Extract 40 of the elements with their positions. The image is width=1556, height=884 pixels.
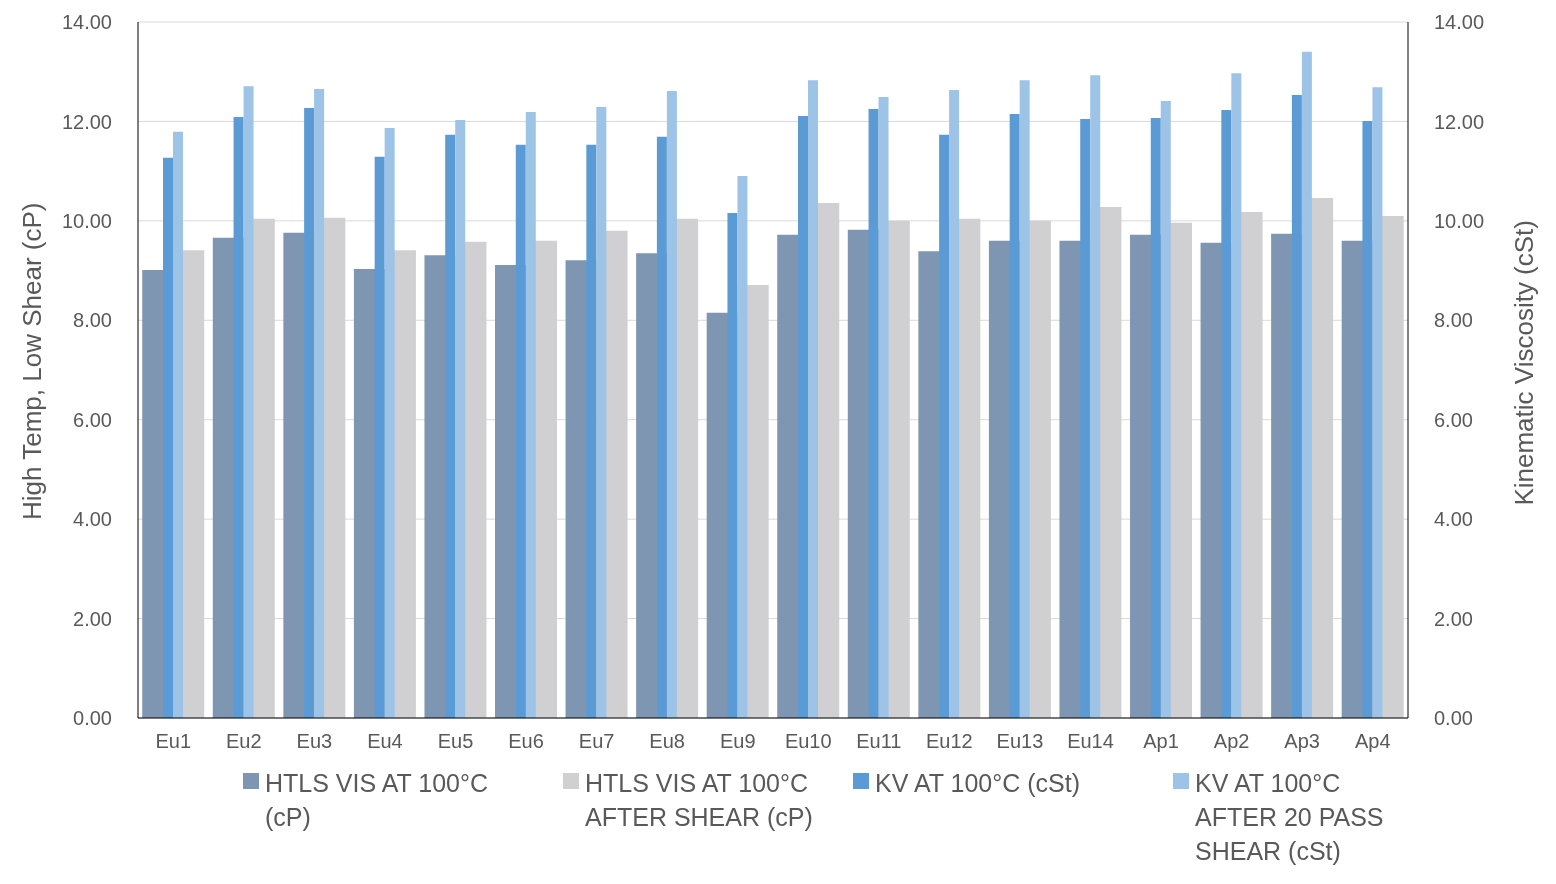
legend-label: KV AT 100°C (cSt) (875, 768, 1080, 799)
x-tick-label: Eu7 (578, 730, 615, 753)
y2-tick-label: 0.00 (1434, 707, 1473, 730)
x-tick-label: Eu2 (226, 730, 262, 753)
x-tick-label: Eu13 (996, 730, 1044, 753)
y2-tick-label: 14.00 (1434, 11, 1485, 34)
y2-tick-label: 12.00 (1434, 110, 1485, 133)
y-tick-label: 6.00 (73, 408, 112, 431)
y-axis-title: High Temp, Low Shear (cP) (17, 202, 48, 520)
y-tick-label: 14.00 (61, 11, 112, 34)
legend-label: HTLS VIS AT 100°C AFTER SHEAR (cP) (585, 768, 813, 833)
x-tick-label: Eu12 (926, 730, 973, 753)
y2-axis-title: Kinematic Viscosity (cSt) (1509, 220, 1540, 506)
x-tick-label: Eu1 (155, 730, 192, 753)
x-tick-label: Eu5 (437, 730, 474, 753)
y-tick-label: 2.00 (73, 607, 112, 630)
x-tick-label: Eu9 (719, 730, 756, 753)
x-tick-label: Ap4 (1354, 730, 1391, 753)
legend-label: HTLS VIS AT 100°C (cP) (265, 768, 490, 833)
y2-tick-label: 2.00 (1434, 607, 1473, 630)
legend-label: KV AT 100°C AFTER 20 PASS SHEAR (cSt) (1195, 768, 1385, 867)
x-tick-label: Eu14 (1067, 730, 1114, 753)
y-tick-label: 0.00 (73, 707, 112, 730)
y2-tick-label: 8.00 (1434, 309, 1473, 332)
y2-tick-label: 6.00 (1434, 408, 1473, 431)
x-tick-label: Eu8 (649, 730, 685, 753)
x-tick-label: Ap3 (1284, 730, 1320, 753)
y2-tick-label: 4.00 (1434, 508, 1473, 531)
y-tick-label: 10.00 (61, 209, 112, 232)
x-tick-label: Eu3 (296, 730, 333, 753)
x-tick-label: Ap2 (1213, 730, 1250, 753)
y2-tick-label: 10.00 (1434, 209, 1485, 232)
x-tick-label: Eu11 (856, 730, 902, 753)
y-tick-label: 12.00 (61, 110, 112, 133)
x-tick-label: Ap1 (1143, 730, 1179, 753)
y-tick-label: 4.00 (73, 508, 112, 531)
y-tick-label: 8.00 (73, 309, 112, 332)
x-tick-label: Eu4 (367, 730, 403, 753)
x-tick-label: Eu6 (508, 730, 544, 753)
x-tick-label: Eu10 (784, 730, 832, 753)
